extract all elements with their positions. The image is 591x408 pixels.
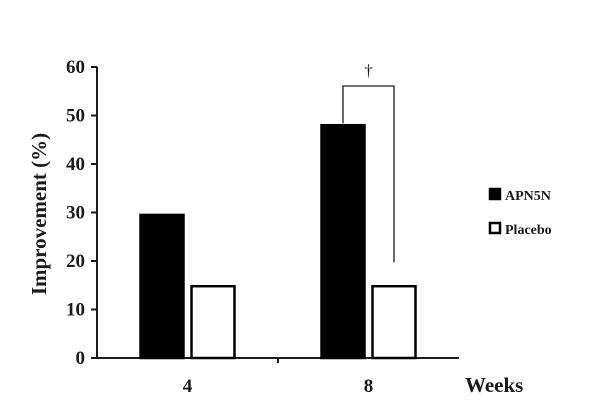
y-tick-label: 20	[66, 251, 85, 272]
bar-placebo-week-8	[371, 284, 417, 360]
y-tick-label: 40	[66, 154, 85, 175]
significance-annotation: †	[342, 61, 395, 263]
bar-apn5n-week-8	[320, 123, 366, 360]
bars	[139, 123, 417, 360]
x-tick-label: 4	[183, 376, 193, 397]
y-axis-title: Improvement (%)	[27, 133, 51, 295]
y-tick-label: 60	[66, 57, 85, 78]
x-tick-label: 8	[364, 376, 374, 397]
y-tick-label: 30	[66, 203, 85, 224]
legend-label-placebo: Placebo	[505, 223, 552, 238]
y-tick-label: 10	[66, 300, 85, 321]
y-tick-label: 50	[66, 106, 85, 127]
significance-marker: †	[364, 61, 373, 80]
legend-label-apn5n: APN5N	[505, 189, 551, 204]
bar-placebo-week-4	[190, 284, 236, 360]
y-axis-ticks: 0 10 20 30 40 50 60	[66, 57, 97, 369]
x-axis-title: Weeks	[465, 373, 523, 397]
legend-swatch-placebo	[488, 221, 502, 235]
significance-bracket	[342, 85, 395, 263]
y-tick-label: 0	[76, 348, 86, 369]
legend: APN5N Placebo	[488, 187, 552, 238]
legend-swatch-apn5n	[488, 187, 502, 201]
bar-apn5n-week-4	[139, 213, 185, 360]
